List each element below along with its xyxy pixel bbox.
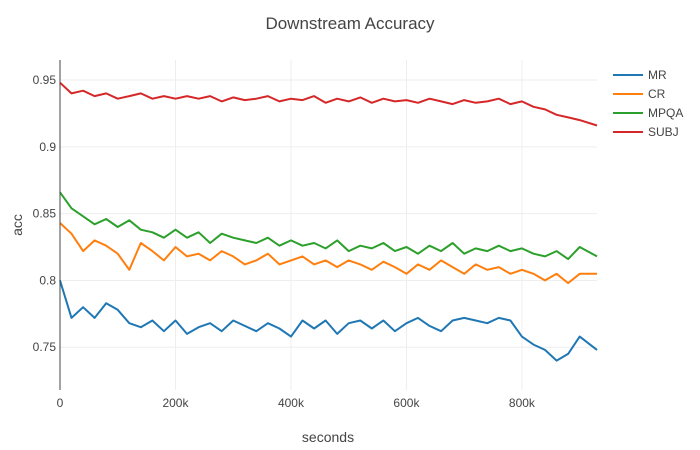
series-line-mpqa xyxy=(59,191,598,261)
chart-title: Downstream Accuracy xyxy=(265,14,435,33)
legend-item-mr[interactable]: MR xyxy=(613,68,667,82)
y-tick-label: 0.8 xyxy=(39,273,56,287)
legend[interactable]: MR CR MPQA SUBJ xyxy=(613,68,683,139)
axes: 0 200k 400k 600k 800k 0.75 0.8 0.85 0.9 0.95 xyxy=(33,60,536,410)
legend-label: MR xyxy=(648,68,667,82)
y-tick-label: 0.75 xyxy=(33,340,57,354)
y-axis-title: acc xyxy=(9,214,25,236)
x-tick-label: 800k xyxy=(509,396,536,410)
legend-item-subj[interactable]: SUBJ xyxy=(613,125,679,139)
y-tick-label: 0.95 xyxy=(33,73,57,87)
y-tick-label: 0.9 xyxy=(39,140,56,154)
series-line-subj xyxy=(59,81,598,127)
legend-label: CR xyxy=(648,87,666,101)
y-tick-label: 0.85 xyxy=(33,207,57,221)
x-axis-title: seconds xyxy=(302,429,354,445)
series-line-mr xyxy=(59,280,598,362)
legend-item-cr[interactable]: CR xyxy=(613,87,666,101)
legend-label: SUBJ xyxy=(648,125,679,139)
x-tick-label: 200k xyxy=(162,396,189,410)
series-line-cr xyxy=(59,222,597,285)
legend-label: MPQA xyxy=(648,106,683,120)
x-tick-label: 0 xyxy=(57,396,64,410)
x-tick-label: 600k xyxy=(393,396,420,410)
series-layer xyxy=(59,81,598,362)
grid xyxy=(59,60,597,390)
legend-item-mpqa[interactable]: MPQA xyxy=(613,106,683,120)
x-tick-label: 400k xyxy=(278,396,305,410)
